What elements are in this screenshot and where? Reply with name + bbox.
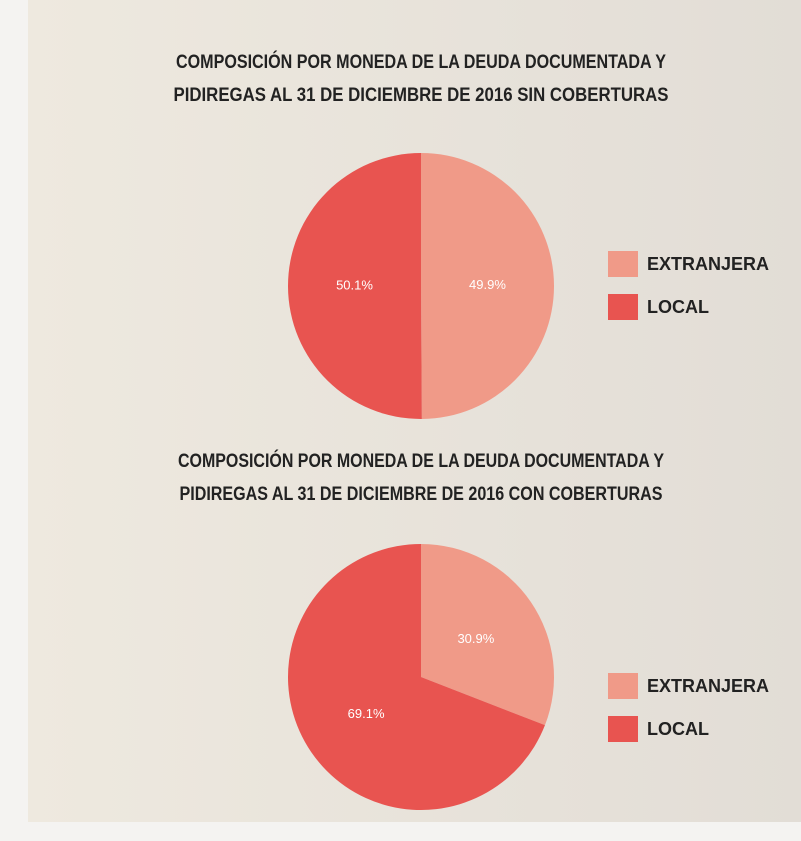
pie-slice (421, 153, 555, 419)
chart-title: PIDIREGAS AL 31 DE DICIEMBRE DE 2016 SIN… (174, 85, 669, 106)
data-label: 50.1% (336, 278, 373, 293)
legend-swatch (608, 716, 638, 742)
legend-label: LOCAL (647, 297, 709, 317)
pie-slice (288, 153, 422, 419)
data-label: 69.1% (348, 706, 385, 721)
data-label: 30.9% (457, 631, 494, 646)
legend-swatch (608, 673, 638, 699)
chart-title: COMPOSICIÓN POR MONEDA DE LA DEUDA DOCUM… (178, 450, 664, 472)
legend-swatch (608, 294, 638, 320)
legend-label: EXTRANJERA (647, 254, 769, 274)
chart-title: COMPOSICIÓN POR MONEDA DE LA DEUDA DOCUM… (176, 51, 666, 73)
legend-label: EXTRANJERA (647, 676, 769, 696)
chart-title: PIDIREGAS AL 31 DE DICIEMBRE DE 2016 CON… (180, 484, 663, 505)
pie-slice (421, 544, 554, 726)
legend-label: LOCAL (647, 719, 709, 739)
data-label: 49.9% (469, 277, 506, 292)
legend-swatch (608, 251, 638, 277)
pie-slice (288, 544, 545, 810)
